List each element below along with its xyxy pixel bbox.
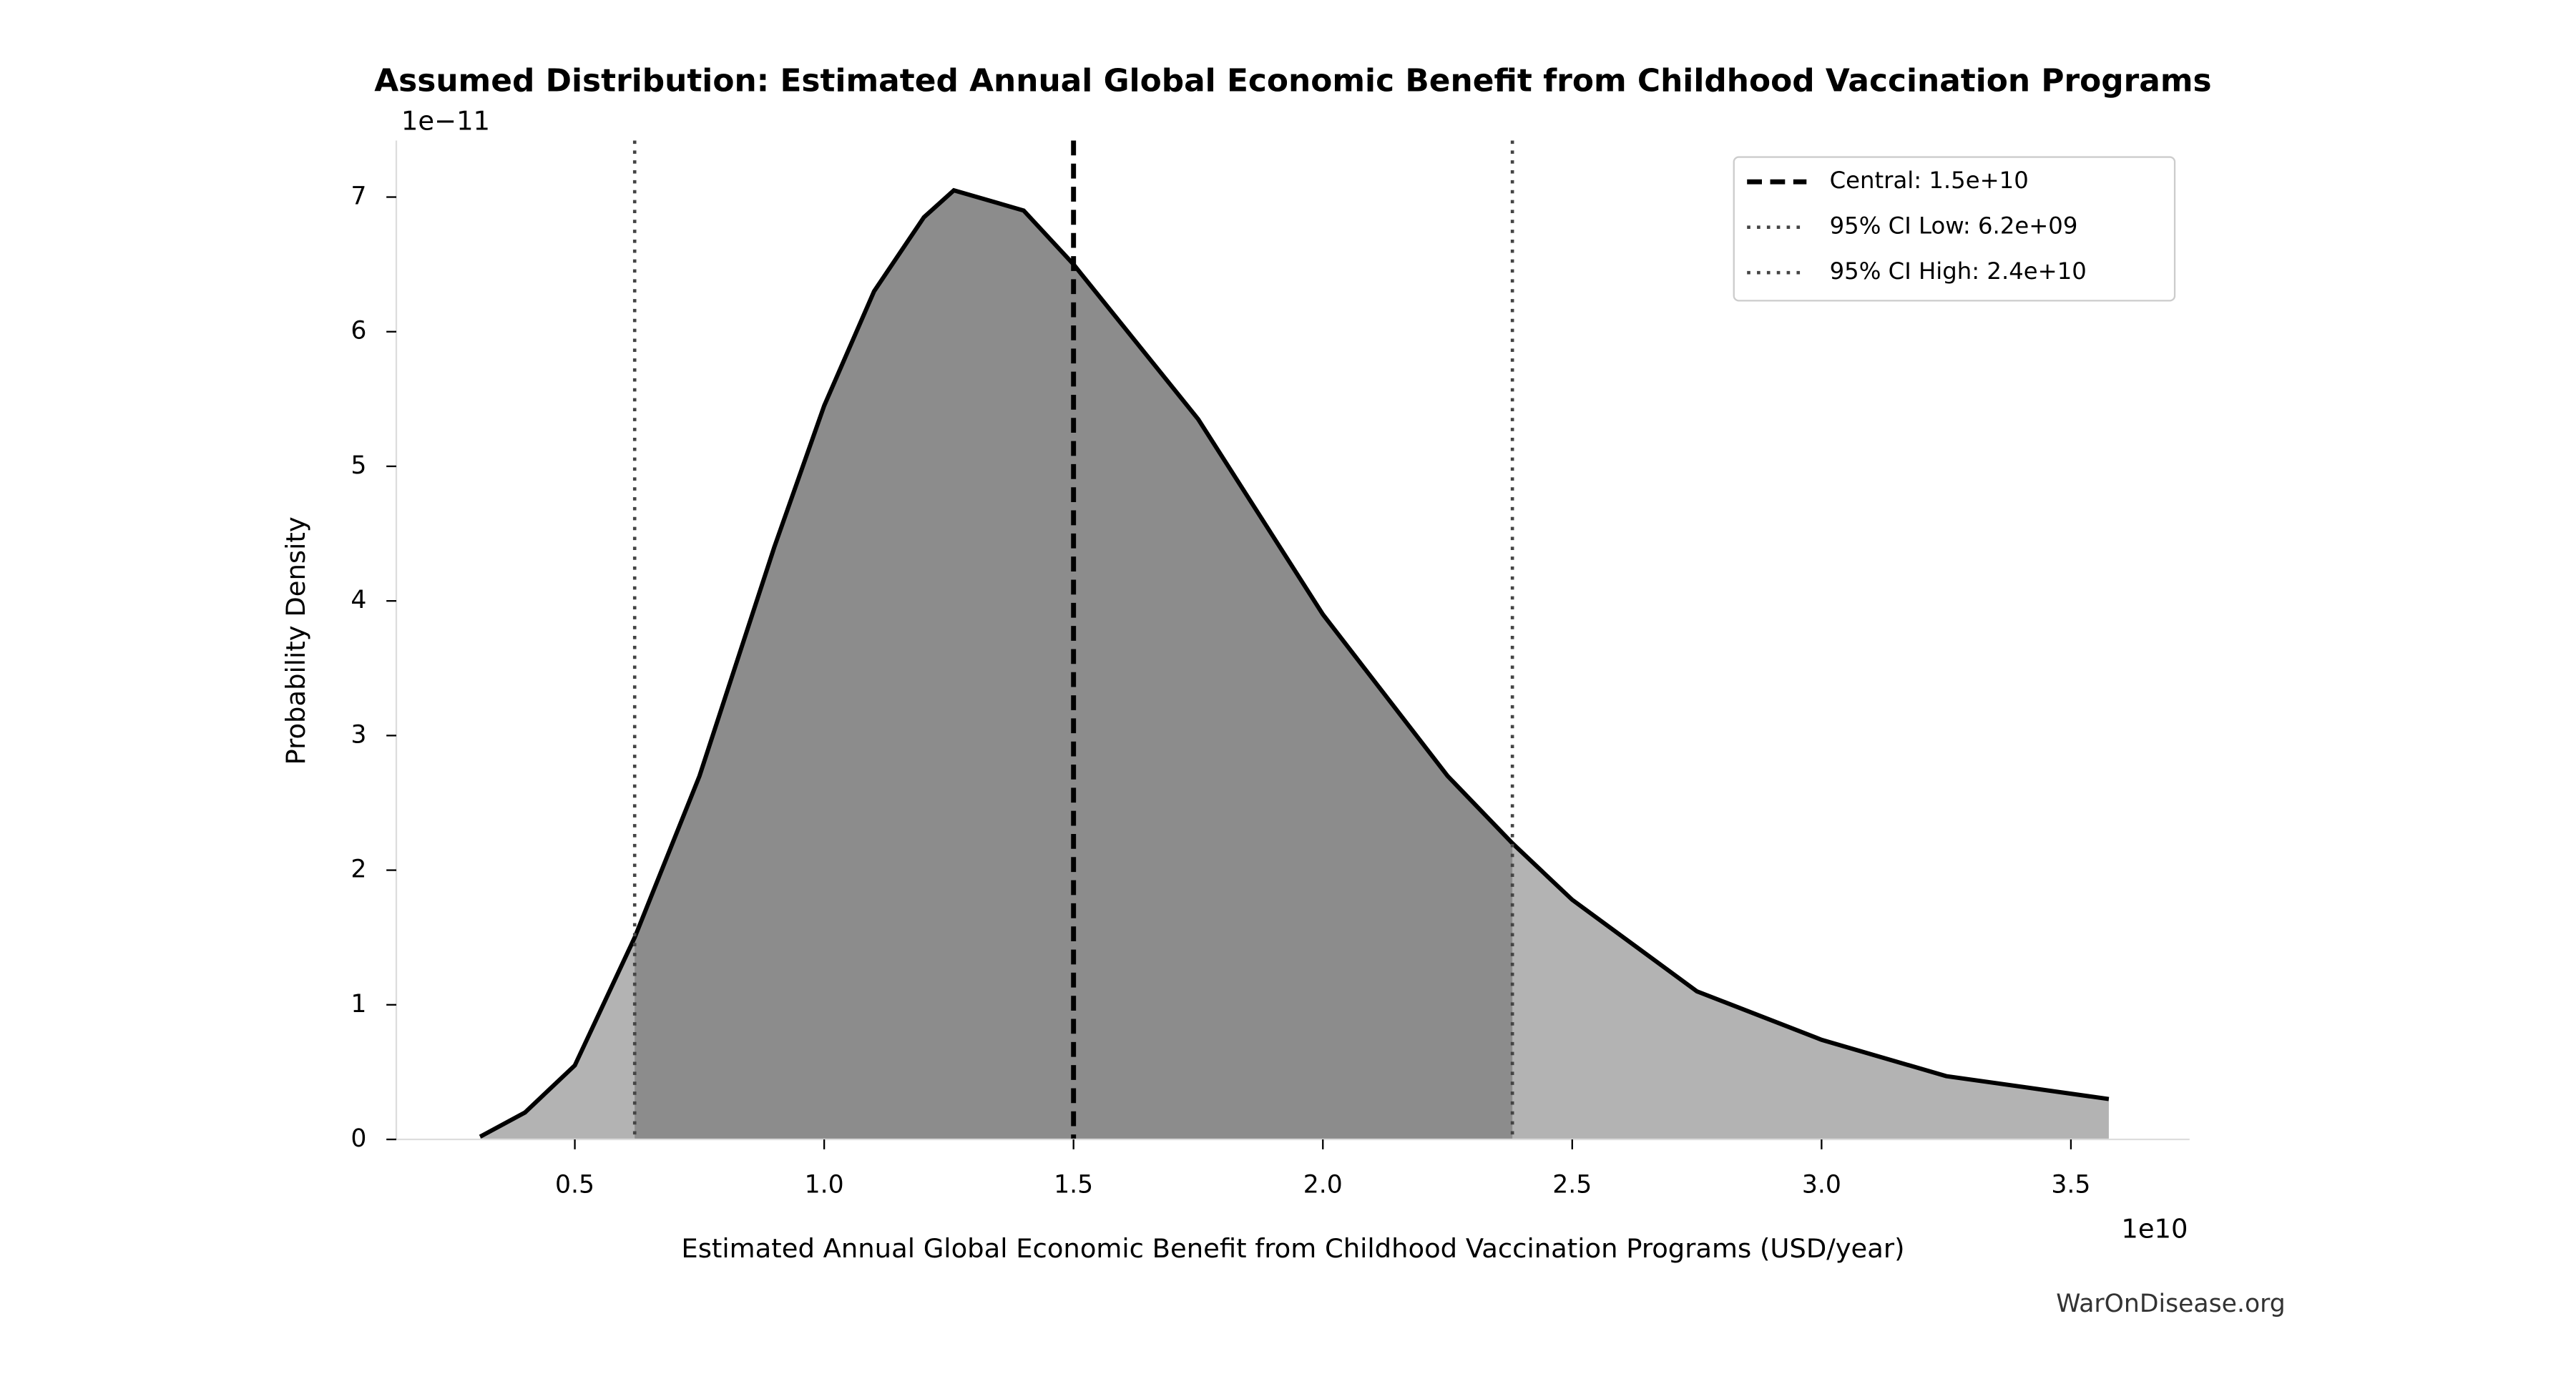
x-tick-label: 0.5 [555,1171,594,1199]
x-tick-label: 3.5 [2051,1171,2090,1199]
y-tick-label: 2 [351,855,366,884]
x-axis-label: Estimated Annual Global Economic Benefit… [681,1233,1904,1264]
y-axis-label: Probability Density [280,516,311,765]
ci-area-fill [635,190,1513,1140]
y-tick-label: 0 [351,1124,366,1153]
watermark: WarOnDisease.org [2056,1290,2286,1318]
x-tick-label: 1.0 [805,1171,844,1199]
y-offset-label: 1e−11 [401,106,490,137]
legend-box [1733,156,2176,302]
x-tick-label: 2.0 [1303,1171,1343,1199]
x-tick-label: 3.0 [1802,1171,1841,1199]
legend-label: 95% CI High: 2.4e+10 [1830,257,2087,285]
chart-title: Assumed Distribution: Estimated Annual G… [374,63,2211,99]
y-tick-label: 3 [351,720,366,749]
y-tick-label: 4 [351,586,366,614]
legend-label: 95% CI Low: 6.2e+09 [1830,212,2078,240]
density-line [479,187,2110,1139]
x-offset-label: 1e10 [2121,1213,2188,1244]
y-tick-label: 7 [351,182,366,211]
y-tick-label: 1 [351,990,366,1019]
y-tick-label: 6 [351,317,366,345]
x-tick-label: 1.5 [1054,1171,1093,1199]
x-tick-label: 2.5 [1552,1171,1592,1199]
y-tick-label: 5 [351,451,366,480]
legend-label: Central: 1.5e+10 [1830,167,2029,194]
